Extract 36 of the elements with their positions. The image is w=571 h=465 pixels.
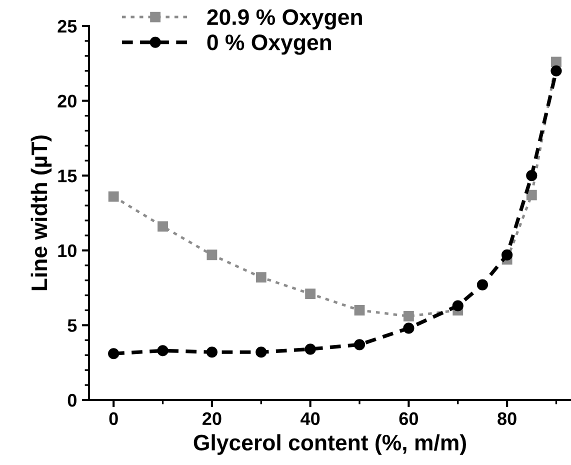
y-tick-label: 0 xyxy=(68,394,76,407)
point xyxy=(502,249,513,260)
point xyxy=(551,56,562,68)
point xyxy=(354,305,365,316)
point xyxy=(256,272,266,283)
point xyxy=(403,322,414,334)
x-tick-label: 80 xyxy=(498,412,516,426)
point xyxy=(206,346,218,358)
x-tick-label: 60 xyxy=(399,412,418,426)
point xyxy=(256,346,267,358)
y-tick-label: 10 xyxy=(58,244,76,258)
legend-label: 20.9 % Oxygen xyxy=(207,9,362,30)
point xyxy=(354,339,366,350)
x-tick-label: 0 xyxy=(109,412,118,426)
x-tick-label: 40 xyxy=(300,412,320,426)
point xyxy=(550,65,562,76)
y-axis-title: Line width (µT) xyxy=(30,135,52,290)
x-axis-title: Glycerol content (%, m/m) xyxy=(194,434,466,455)
point xyxy=(158,221,168,232)
point xyxy=(476,279,488,290)
point xyxy=(305,288,316,299)
legend-label: 0 % Oxygen xyxy=(207,34,332,55)
point xyxy=(526,190,537,200)
x-tick-label: 20 xyxy=(202,412,222,426)
point xyxy=(403,311,414,322)
point xyxy=(108,191,119,202)
point xyxy=(526,170,538,182)
point xyxy=(157,345,168,356)
y-tick-label: 5 xyxy=(68,319,77,332)
y-tick-label: 20 xyxy=(58,94,76,108)
y-tick-label: 25 xyxy=(58,20,77,33)
point xyxy=(108,348,120,360)
y-tick-label: 15 xyxy=(58,170,77,182)
point xyxy=(206,250,218,260)
point xyxy=(304,344,316,355)
point xyxy=(452,300,464,312)
